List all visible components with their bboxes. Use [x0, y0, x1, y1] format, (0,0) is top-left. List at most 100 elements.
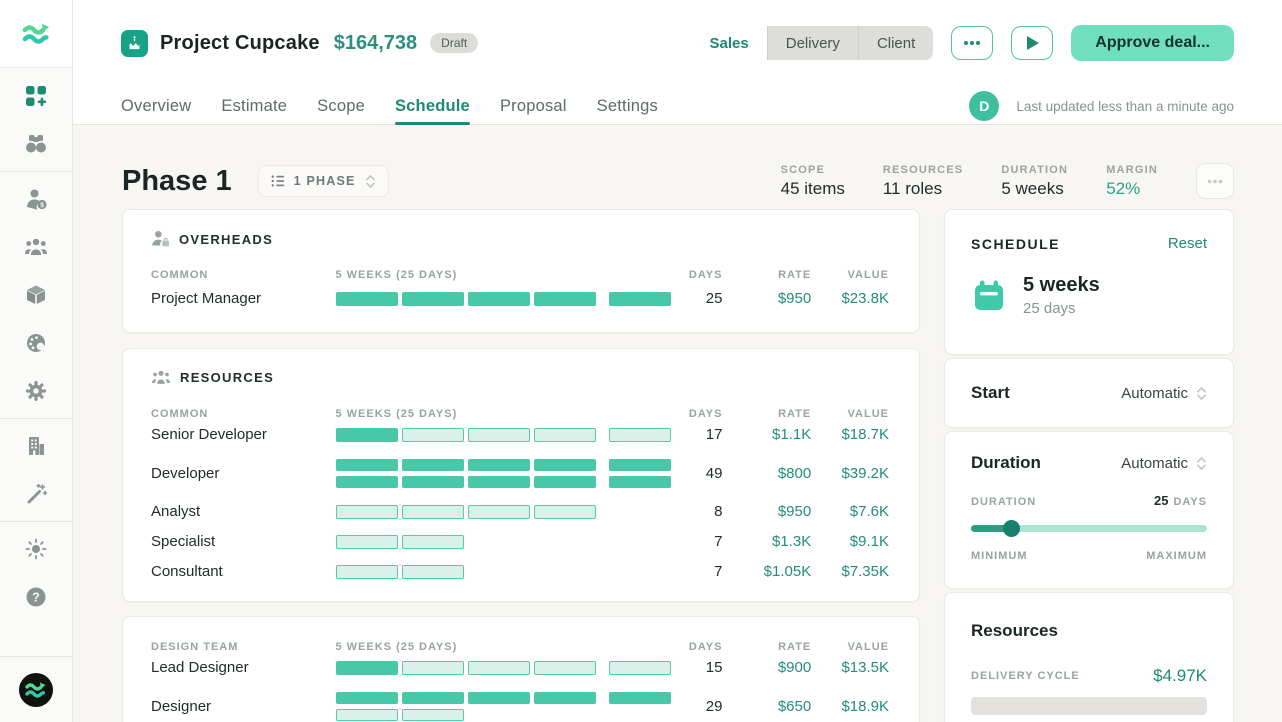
ellipsis-icon: [964, 41, 981, 45]
project-title: Project Cupcake: [160, 31, 320, 54]
phase-more-button[interactable]: [1196, 163, 1234, 199]
sidebar-item-help[interactable]: ?: [0, 573, 72, 621]
duration-label: Duration: [971, 453, 1041, 472]
table-row-analyst[interactable]: Analyst 8 $950 $7.6K: [151, 503, 889, 520]
tab-overview[interactable]: Overview: [121, 96, 192, 115]
deals-grid-icon: [26, 86, 47, 106]
sidebar-item-company[interactable]: [0, 422, 72, 470]
duration-days-value: 25: [1153, 493, 1169, 508]
tab-estimate[interactable]: Estimate: [221, 96, 288, 115]
present-play-button[interactable]: [1011, 26, 1054, 60]
header: Project Cupcake $164,738 Draft Sales Del…: [73, 0, 1282, 125]
duration-slider-fill: [971, 525, 1012, 532]
svg-text:$: $: [40, 202, 44, 209]
resources-people-icon: [152, 370, 170, 384]
play-icon: [1026, 36, 1039, 50]
calendar-icon: [975, 280, 1003, 310]
approve-deal-button[interactable]: Approve deal...: [1071, 25, 1234, 61]
list-icon: [271, 175, 284, 187]
settings-gear-icon: [26, 381, 46, 401]
sidebar-item-design[interactable]: [0, 319, 72, 367]
allocation-bars[interactable]: [335, 504, 685, 520]
column-weeks-label: 5 WEEKS (25 DAYS): [335, 640, 458, 653]
client-dollar-icon: $: [26, 189, 47, 210]
team-people-icon: [25, 238, 47, 255]
delivery-cycle-bar: [971, 697, 1207, 715]
allocation-bars[interactable]: [335, 534, 685, 550]
allocation-bars[interactable]: [335, 291, 685, 307]
duration-slider-knob[interactable]: [1003, 520, 1021, 537]
stat-scope: SCOPE 45 items: [780, 163, 845, 198]
table-row-developer[interactable]: Developer 49 $800 $39.2K: [151, 450, 889, 497]
more-actions-button[interactable]: [951, 26, 994, 60]
mode-client-button[interactable]: Client: [876, 34, 916, 52]
resources-panel-title: Resources: [971, 621, 1058, 640]
column-weeks-label: 5 WEEKS (25 DAYS): [335, 269, 458, 281]
chevron-updown-icon: [365, 174, 375, 188]
sidebar-item-search[interactable]: [0, 120, 72, 168]
sidebar-item-clients[interactable]: $: [0, 175, 72, 223]
schedule-panel-title: SCHEDULE: [971, 235, 1061, 252]
duration-select[interactable]: Automatic: [1121, 455, 1207, 472]
reset-link[interactable]: Reset: [1167, 235, 1207, 252]
mode-delivery-button[interactable]: Delivery: [768, 26, 859, 60]
allocation-bars[interactable]: [335, 564, 685, 580]
duration-slider-track[interactable]: [971, 525, 1207, 532]
design-team-card: DESIGN TEAM 5 WEEKS (25 DAYS) DAYS RATE …: [122, 615, 920, 722]
tab-proposal[interactable]: Proposal: [499, 96, 567, 115]
stat-duration: DURATION 5 weeks: [1001, 163, 1069, 198]
last-updated-text: Last updated less than a minute ago: [1016, 98, 1234, 114]
company-building-icon: [29, 437, 44, 455]
column-rate-label: RATE: [778, 407, 812, 420]
phase-selector[interactable]: 1 PHASE: [257, 165, 389, 197]
sidebar-item-team[interactable]: [0, 223, 72, 271]
delivery-cycle-value: $4.97K: [1153, 666, 1207, 685]
table-row-project-manager[interactable]: Project Manager 25 $950 $23.8K: [151, 290, 889, 307]
project-cake-icon: [121, 29, 148, 57]
column-rate-label: RATE: [778, 640, 812, 653]
column-value-label: VALUE: [847, 640, 889, 653]
mode-sales-button[interactable]: Sales: [691, 26, 768, 60]
status-badge: Draft: [430, 33, 479, 53]
stat-resources: RESOURCES 11 roles: [882, 163, 964, 198]
allocation-bars[interactable]: [335, 689, 685, 722]
start-select[interactable]: Automatic: [1121, 385, 1207, 402]
duration-days-unit: DAYS: [1173, 496, 1207, 508]
delivery-cycle-label: DELIVERY CYCLE: [971, 670, 1080, 682]
sidebar-item-theme[interactable]: [0, 525, 72, 573]
sidebar-item-deliverables[interactable]: [0, 271, 72, 319]
sidebar-account[interactable]: [0, 656, 72, 722]
overheads-card: OVERHEADS COMMON 5 WEEKS (25 DAYS) DAYS …: [122, 209, 920, 333]
ellipsis-icon: [1207, 179, 1223, 183]
main-content: Phase 1 1 PHASE SCOPE 45 items RESOURCES: [73, 125, 1282, 722]
table-row-consultant[interactable]: Consultant 7 $1.05K $7.35K: [151, 563, 889, 580]
sidebar-item-automation[interactable]: [0, 470, 72, 518]
table-row-specialist[interactable]: Specialist 7 $1.3K $9.1K: [151, 533, 889, 550]
app-logo[interactable]: [0, 0, 72, 68]
column-days-label: DAYS: [688, 269, 723, 281]
user-avatar[interactable]: D: [969, 91, 1000, 121]
sidebar: $: [0, 0, 73, 722]
table-row-senior-developer[interactable]: Senior Developer 17 $1.1K $18.7K: [151, 426, 889, 443]
sidebar-item-settings[interactable]: [0, 367, 72, 415]
tab-scope[interactable]: Scope: [317, 96, 365, 115]
duration-slider[interactable]: [971, 520, 1207, 537]
column-group-label: COMMON: [151, 269, 209, 281]
table-row-lead-designer[interactable]: Lead Designer 15 $900 $13.5K: [151, 659, 889, 676]
tab-schedule[interactable]: Schedule: [394, 87, 470, 125]
allocation-bars[interactable]: [335, 456, 685, 490]
svg-text:?: ?: [32, 591, 40, 605]
waves-logo-icon: [22, 23, 49, 44]
project-amount: $164,738: [333, 31, 418, 54]
sidebar-item-deals[interactable]: [0, 72, 72, 120]
column-group-label: COMMON: [151, 407, 209, 420]
allocation-bars[interactable]: [335, 427, 685, 443]
chevron-updown-icon: [1197, 456, 1206, 470]
tab-settings[interactable]: Settings: [596, 96, 658, 115]
schedule-weeks-value: 5 weeks: [1023, 274, 1100, 296]
duration-caption: DURATION: [971, 496, 1037, 508]
user-avatar-waves-icon: [19, 672, 53, 707]
allocation-bars[interactable]: [335, 660, 685, 676]
resources-card: RESOURCES COMMON 5 WEEKS (25 DAYS) DAYS …: [122, 347, 920, 602]
table-row-designer[interactable]: Designer 29 $650 $18.9K: [151, 683, 889, 722]
